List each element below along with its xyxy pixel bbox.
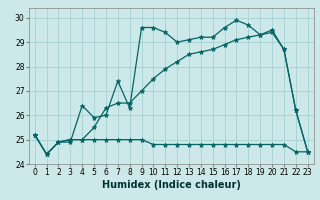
X-axis label: Humidex (Indice chaleur): Humidex (Indice chaleur) (102, 180, 241, 190)
